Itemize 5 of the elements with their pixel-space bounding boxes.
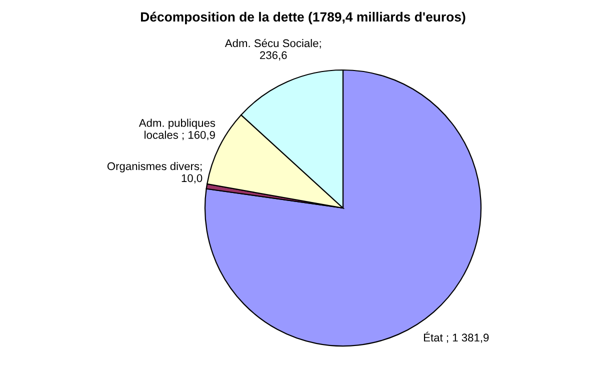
slice-label: Organismes divers; 10,0 [107,162,202,184]
slice-label: Adm. Sécu Sociale; 236,6 [224,38,321,60]
slice-label: Adm. publiques locales ; 160,9 [138,118,216,140]
chart-title: Décomposition de la dette (1789,4 milliards d'euros) [141,12,466,24]
slice-label: État ; 1 381,9 [424,332,489,343]
